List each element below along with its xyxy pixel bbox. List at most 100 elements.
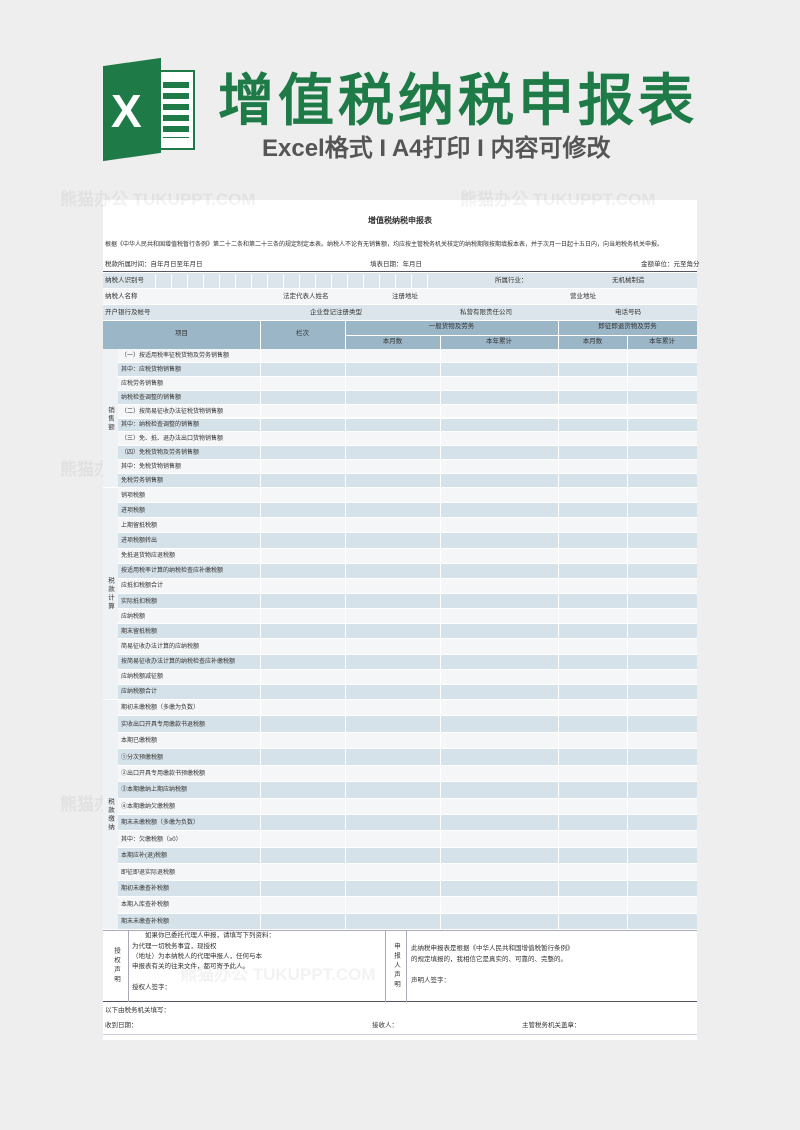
- cell-divider: [345, 815, 346, 832]
- cell-divider: [440, 594, 441, 610]
- row-label: 期末未缴查补税额: [121, 918, 170, 925]
- cell-divider: [558, 533, 559, 549]
- cell-divider: [345, 716, 346, 733]
- cell-divider: [558, 716, 559, 733]
- row-label: ①分次预缴税额: [121, 754, 164, 761]
- cell-divider: [345, 474, 346, 488]
- row-label: （四）免税货物及劳务销售额: [121, 450, 200, 457]
- cell-divider: [440, 390, 441, 405]
- cell-divider: [345, 432, 346, 447]
- info-label: 私营有限责任公司: [460, 309, 512, 316]
- cell-divider: [627, 864, 628, 881]
- cell-divider: [345, 376, 346, 391]
- cell-divider: [558, 684, 559, 700]
- row-label: 应纳税额合计: [121, 689, 158, 696]
- cell-divider: [260, 815, 261, 832]
- cell-divider: [627, 716, 628, 733]
- cell-divider: [627, 563, 628, 579]
- row: [118, 404, 697, 419]
- cell-divider: [345, 563, 346, 579]
- watermark: 熊猫办公 TUKUPPT.COM: [180, 965, 376, 984]
- row: [118, 609, 697, 625]
- cell-divider: [440, 418, 441, 433]
- cell-divider: [627, 548, 628, 564]
- cell-divider: [440, 474, 441, 488]
- cell-divider: [627, 897, 628, 914]
- cell-divider: [345, 349, 346, 363]
- cell-divider: [260, 518, 261, 534]
- cell-divider: [558, 474, 559, 488]
- info-row: [103, 289, 697, 305]
- id-cell: [427, 274, 442, 288]
- cell-divider: [627, 654, 628, 670]
- cell-divider: [558, 349, 559, 363]
- cell-divider: [260, 349, 261, 363]
- cell-divider: [440, 349, 441, 363]
- col-sub: 本月数: [382, 338, 403, 345]
- row: [118, 518, 697, 534]
- info-label: 开户银行及帐号: [105, 309, 151, 316]
- row-label: 期末未缴税额（多缴为负数）: [121, 820, 200, 827]
- cell-divider: [558, 880, 559, 898]
- row-label: 纳税检查调整的销售额: [121, 394, 182, 401]
- cell-divider: [627, 533, 628, 549]
- row-label: 应纳税额减征额: [121, 674, 164, 681]
- auth-line: 为代理一切税务事宜，现授权: [132, 943, 217, 950]
- group-label: 税款缴纳: [106, 798, 114, 832]
- cell-divider: [345, 880, 346, 898]
- row-label: （一）按适用税率征税货物及劳务销售额: [121, 352, 230, 359]
- cell-divider: [345, 847, 346, 865]
- cell-divider: [260, 847, 261, 865]
- decl-label: 申报人声明: [392, 942, 400, 990]
- cell-divider: [260, 716, 261, 733]
- header-divider: [627, 335, 628, 349]
- id-cell: [267, 274, 282, 288]
- logo-letter: X: [111, 85, 142, 137]
- row-label: （二）按简易征收办法征税货物销售额: [121, 408, 224, 415]
- cell-divider: [627, 847, 628, 865]
- id-cell: [395, 274, 410, 288]
- row-label: 本期已缴税额: [121, 738, 158, 745]
- row: [118, 684, 697, 700]
- cell-divider: [440, 700, 441, 717]
- row: [118, 533, 697, 549]
- decl-line: 声明人签字：: [411, 977, 450, 984]
- cell-divider: [627, 782, 628, 799]
- info-label: 无机械制造: [612, 277, 645, 284]
- cell-divider: [345, 533, 346, 549]
- cell-divider: [558, 798, 559, 815]
- row-label: 简易征收办法计算的应纳税额: [121, 644, 200, 650]
- cell-divider: [345, 362, 346, 377]
- cell-divider: [260, 669, 261, 685]
- row-label: 免税劳务销售额: [121, 478, 164, 485]
- decl-divider: [128, 930, 129, 1002]
- cell-divider: [260, 684, 261, 700]
- cell-divider: [440, 488, 441, 504]
- row-label: 应税劳务销售额: [121, 380, 164, 387]
- cell-divider: [260, 390, 261, 405]
- col-sub: 本年累计: [649, 338, 675, 345]
- id-cell: [155, 274, 170, 288]
- cell-divider: [627, 390, 628, 405]
- cell-divider: [345, 446, 346, 461]
- cell-divider: [260, 765, 261, 783]
- row-label: 其中：纳税检查调整的销售额: [121, 422, 200, 429]
- row: [118, 390, 697, 405]
- info-label: 所属行业：: [495, 277, 528, 284]
- cell-divider: [260, 533, 261, 549]
- decl-line: 此纳税申报表是根据《中华人民共和国增值税暂行条例》: [411, 945, 574, 952]
- row-label: （三）免、抵、退办法出口货物销售额: [121, 436, 224, 443]
- cell-divider: [260, 624, 261, 640]
- row: [118, 624, 697, 640]
- cell-divider: [260, 913, 261, 930]
- cell-divider: [260, 474, 261, 488]
- row-label: 实收出口开具专用缴款书退税额: [121, 721, 206, 728]
- row-label: 上期留抵税额: [121, 522, 158, 529]
- row: [118, 700, 697, 717]
- row: [118, 563, 697, 579]
- id-cell: [331, 274, 346, 288]
- auth-line: 授权人签字：: [132, 984, 171, 991]
- cell-divider: [440, 533, 441, 549]
- header-divider: [345, 335, 697, 336]
